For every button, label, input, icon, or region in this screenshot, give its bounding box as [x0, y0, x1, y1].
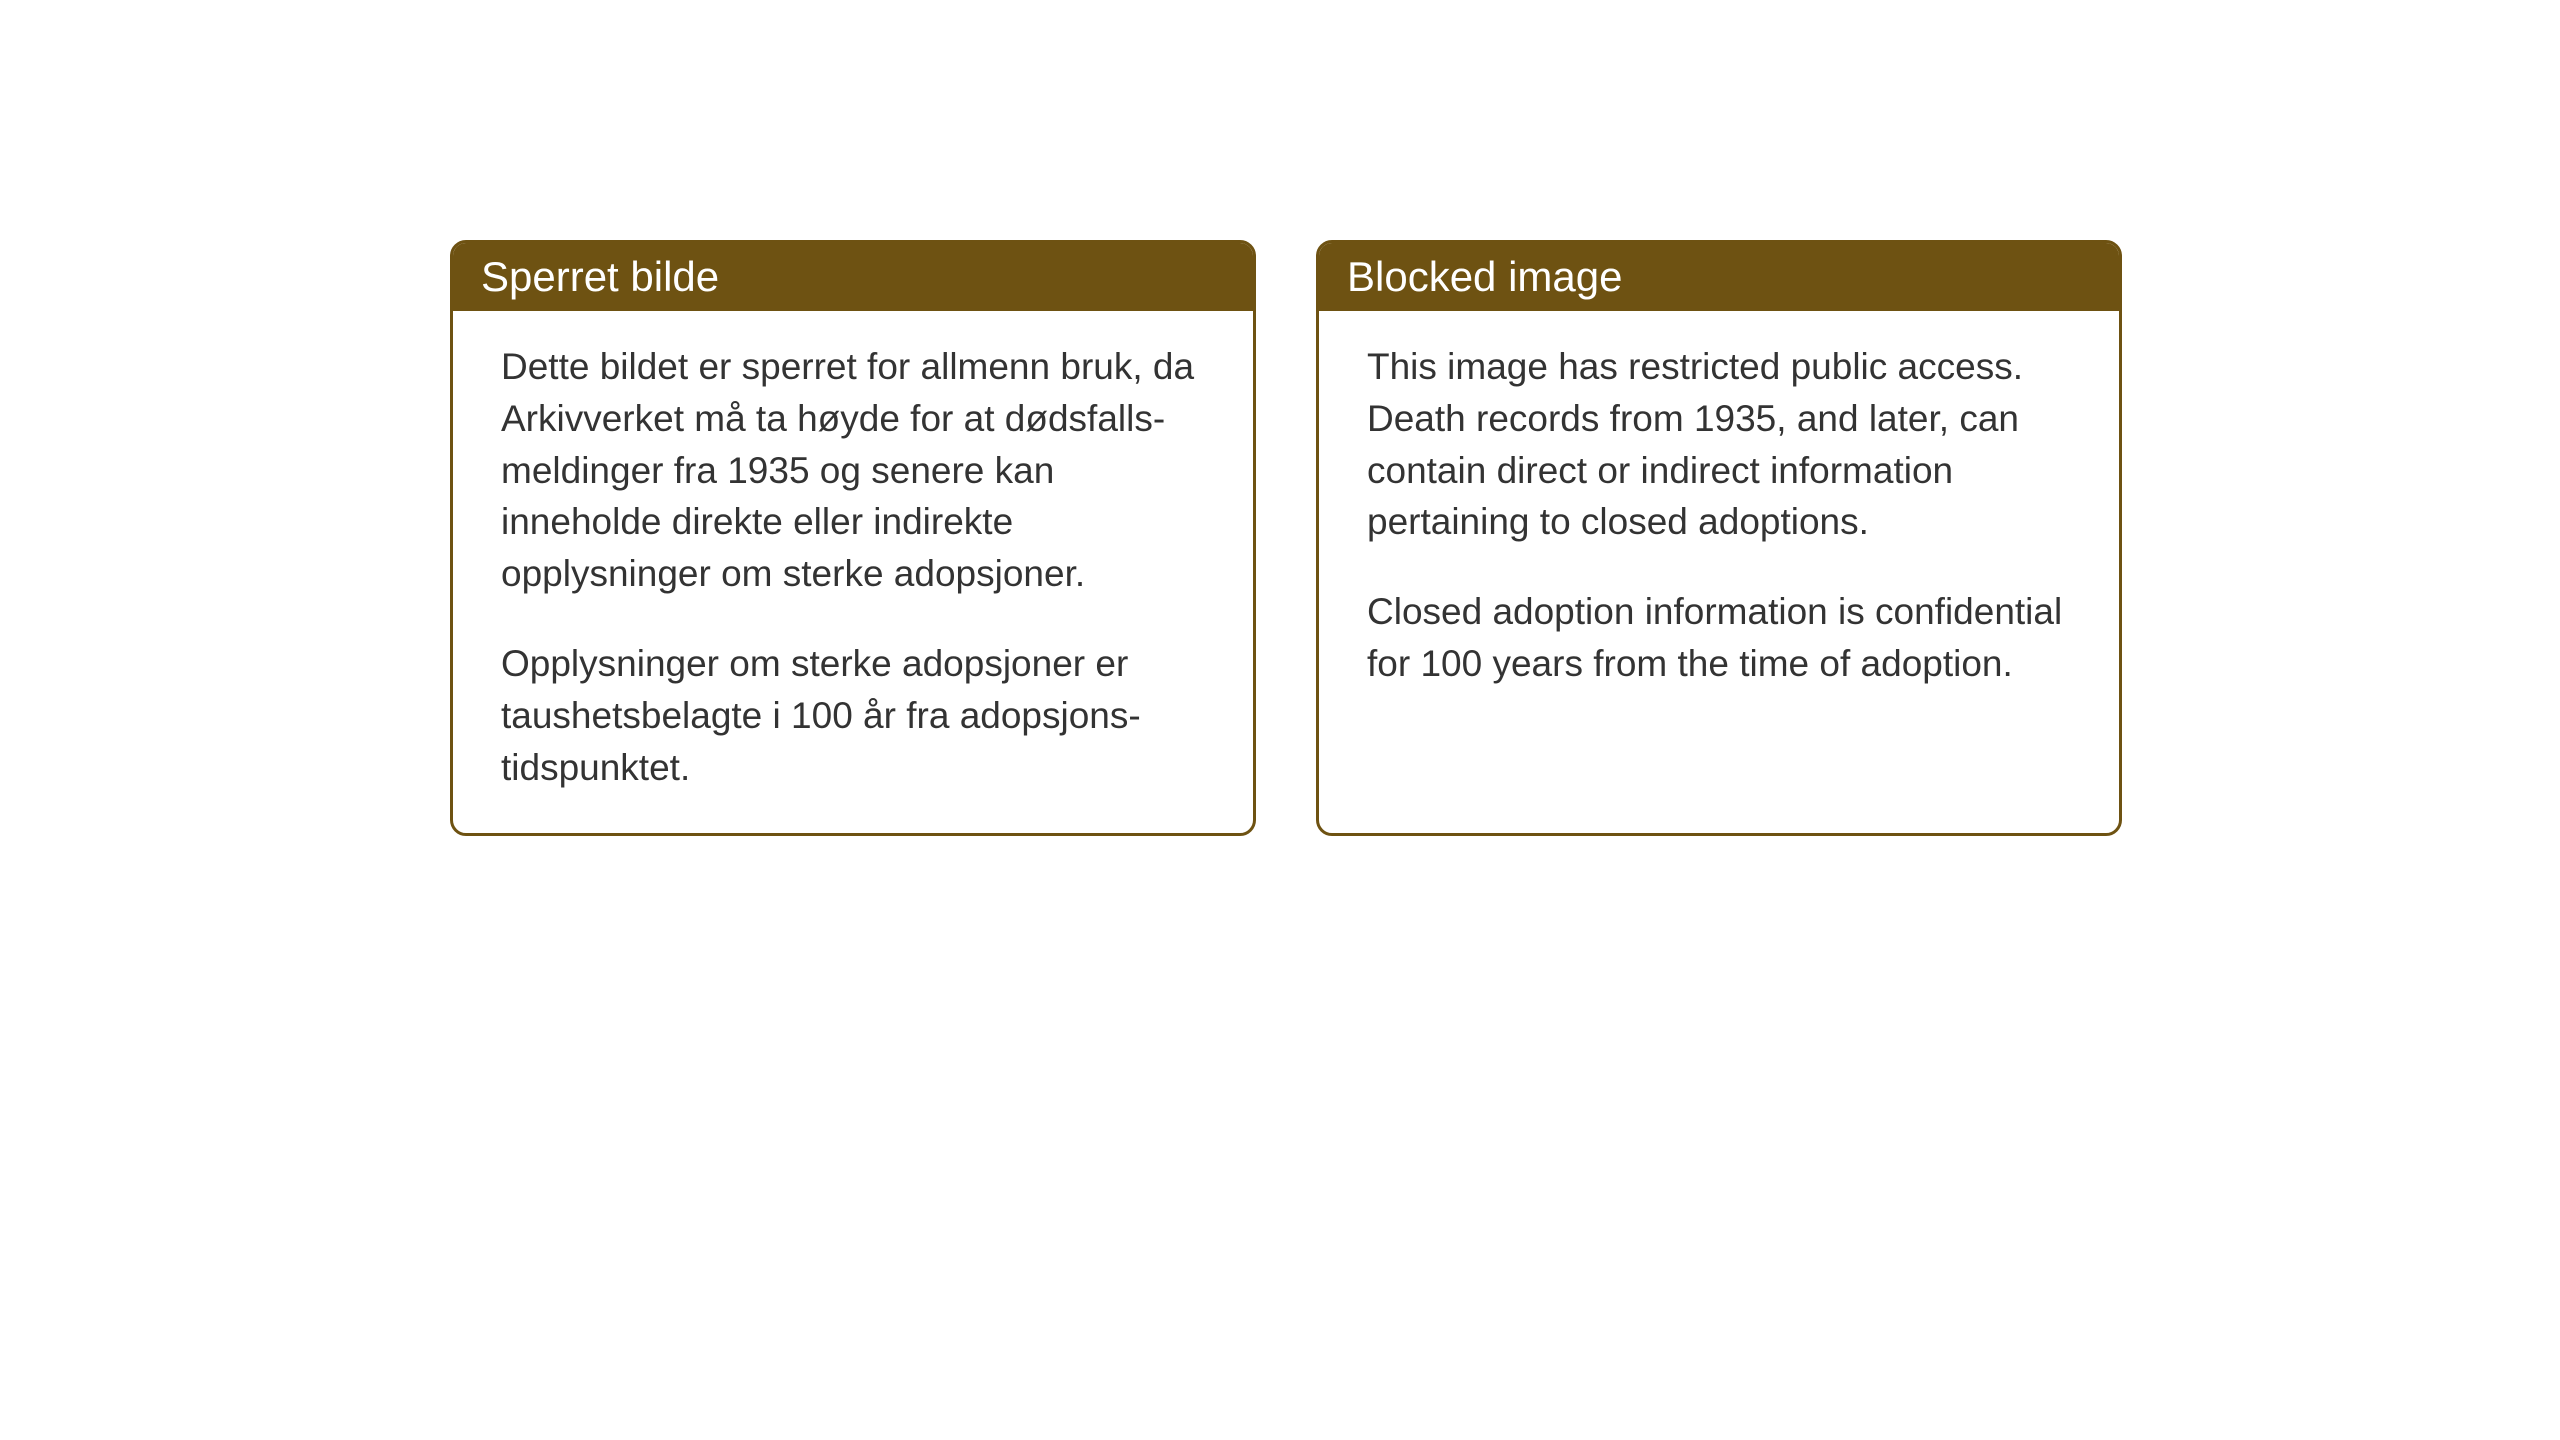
notice-header-norwegian: Sperret bilde: [453, 243, 1253, 311]
notice-body-norwegian: Dette bildet er sperret for allmenn bruk…: [453, 311, 1253, 833]
notice-title: Sperret bilde: [481, 253, 719, 300]
notice-container: Sperret bilde Dette bildet er sperret fo…: [450, 240, 2122, 836]
notice-title: Blocked image: [1347, 253, 1622, 300]
notice-paragraph: Opplysninger om sterke adopsjoner er tau…: [501, 638, 1205, 793]
notice-header-english: Blocked image: [1319, 243, 2119, 311]
notice-body-english: This image has restricted public access.…: [1319, 311, 2119, 730]
notice-box-norwegian: Sperret bilde Dette bildet er sperret fo…: [450, 240, 1256, 836]
notice-paragraph: Dette bildet er sperret for allmenn bruk…: [501, 341, 1205, 600]
notice-paragraph: This image has restricted public access.…: [1367, 341, 2071, 548]
notice-box-english: Blocked image This image has restricted …: [1316, 240, 2122, 836]
notice-paragraph: Closed adoption information is confident…: [1367, 586, 2071, 690]
